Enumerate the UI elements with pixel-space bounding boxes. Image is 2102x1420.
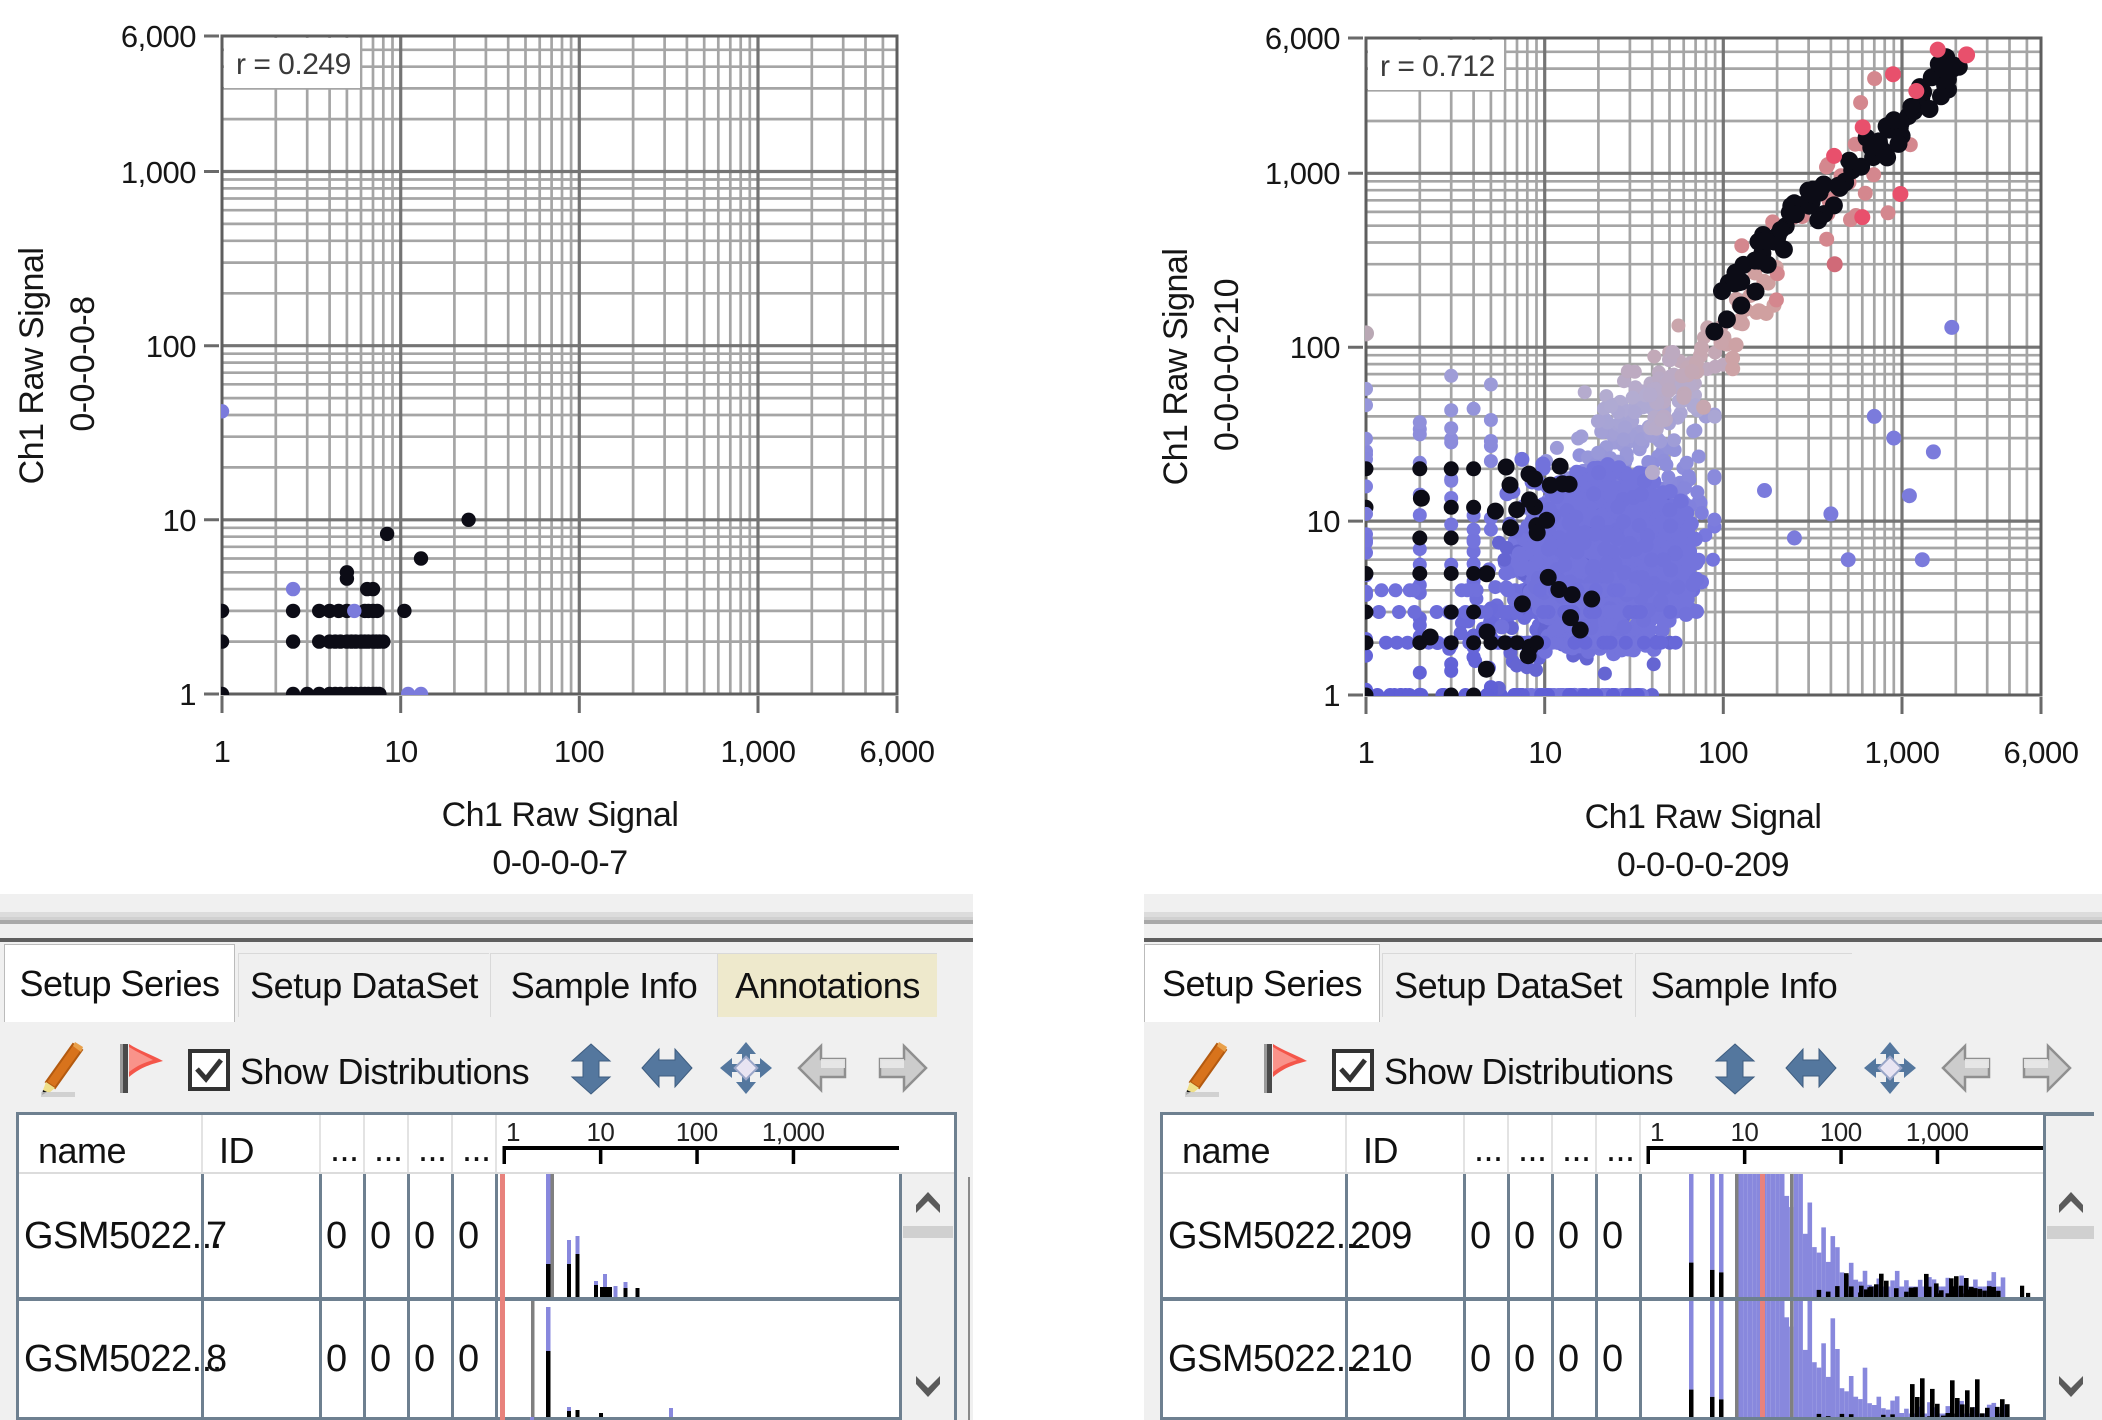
- svg-text:6,000: 6,000: [859, 734, 934, 769]
- svg-text:100: 100: [1698, 735, 1748, 770]
- svg-text:100: 100: [1290, 330, 1340, 365]
- svg-text:Ch1 Raw Signal: Ch1 Raw Signal: [13, 248, 51, 485]
- svg-text:Ch1 Raw Signal: Ch1 Raw Signal: [1157, 249, 1195, 486]
- svg-text:1,000: 1,000: [1906, 1117, 1969, 1147]
- svg-text:10: 10: [163, 503, 197, 538]
- svg-text:0-0-0-0-7: 0-0-0-0-7: [492, 844, 627, 882]
- svg-text:10: 10: [586, 1117, 614, 1147]
- svg-text:Show Distributions: Show Distributions: [1384, 1051, 1673, 1092]
- svg-text:100: 100: [676, 1117, 718, 1147]
- svg-text:1: 1: [1650, 1117, 1664, 1147]
- svg-text:1,000: 1,000: [121, 155, 196, 190]
- svg-text:Ch1 Raw Signal: Ch1 Raw Signal: [442, 796, 679, 834]
- svg-text:1,000: 1,000: [720, 734, 795, 769]
- svg-text:1: 1: [179, 677, 196, 712]
- svg-text:1,000: 1,000: [1265, 156, 1340, 191]
- svg-text:0-0-0-0-209: 0-0-0-0-209: [1617, 846, 1789, 884]
- svg-text:1,000: 1,000: [762, 1117, 825, 1147]
- svg-text:r = 0.712: r = 0.712: [1380, 50, 1495, 83]
- svg-text:10: 10: [384, 734, 418, 769]
- svg-text:1: 1: [1358, 735, 1375, 770]
- svg-text:Ch1 Raw Signal: Ch1 Raw Signal: [1585, 798, 1822, 836]
- svg-text:100: 100: [1820, 1117, 1862, 1147]
- svg-text:1: 1: [214, 734, 231, 769]
- svg-text:r = 0.249: r = 0.249: [236, 48, 351, 81]
- svg-text:6,000: 6,000: [121, 19, 196, 54]
- svg-text:Show Distributions: Show Distributions: [240, 1051, 529, 1092]
- svg-text:10: 10: [1528, 735, 1562, 770]
- svg-text:0-0-0-0-210: 0-0-0-0-210: [1208, 279, 1246, 451]
- svg-text:1,000: 1,000: [1864, 735, 1939, 770]
- svg-text:10: 10: [1730, 1117, 1758, 1147]
- svg-text:10: 10: [1307, 504, 1341, 539]
- svg-text:100: 100: [146, 329, 196, 364]
- svg-text:6,000: 6,000: [2003, 735, 2078, 770]
- svg-text:0-0-0-0-8: 0-0-0-0-8: [64, 296, 102, 431]
- svg-text:1: 1: [1323, 678, 1340, 713]
- svg-text:100: 100: [554, 734, 604, 769]
- svg-text:6,000: 6,000: [1265, 21, 1340, 56]
- svg-text:1: 1: [506, 1117, 520, 1147]
